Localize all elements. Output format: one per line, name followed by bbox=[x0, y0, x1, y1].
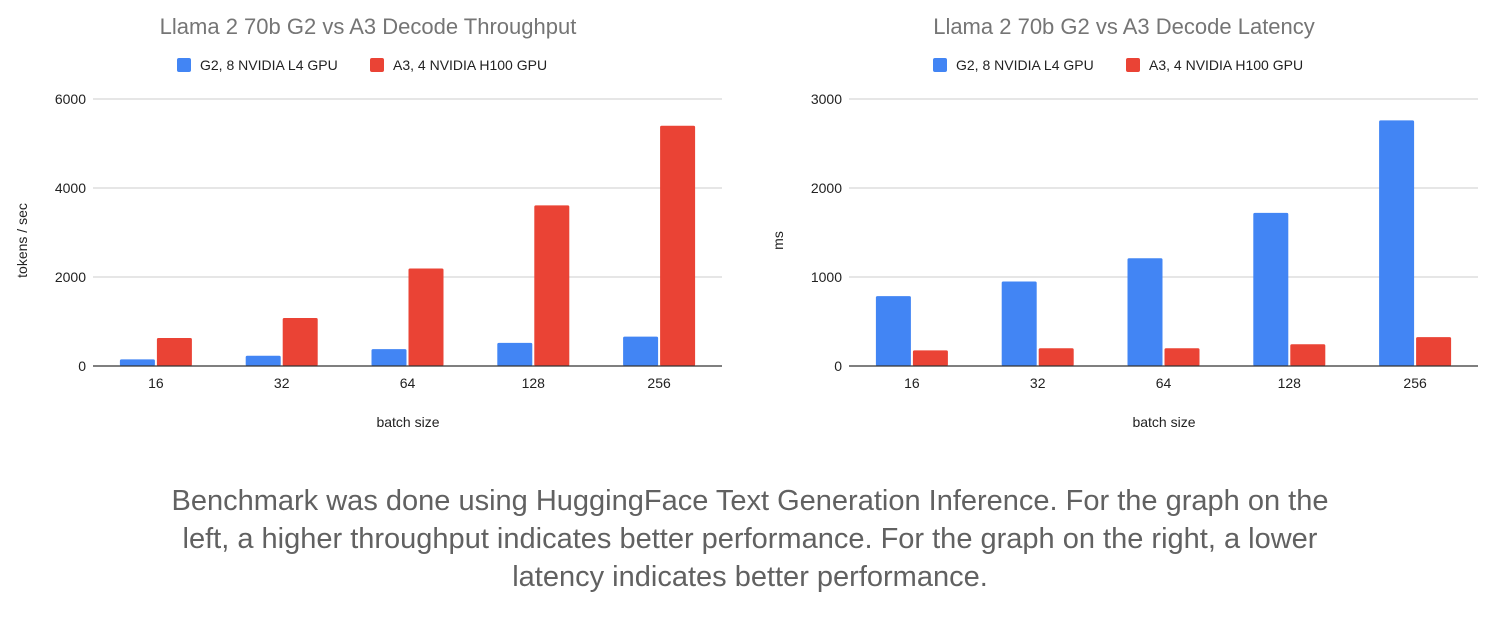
latency-bar-g2-256 bbox=[1379, 120, 1415, 366]
latency-bar-a3-16 bbox=[912, 350, 948, 366]
latency-legend-label-0: G2, 8 NVIDIA L4 GPU bbox=[956, 57, 1094, 73]
latency-bar-g2-16 bbox=[875, 296, 911, 366]
latency-bar-g2-128 bbox=[1253, 212, 1289, 366]
throughput-bar-g2-256 bbox=[623, 336, 659, 366]
throughput-y-tick-label-2: 4000 bbox=[55, 180, 86, 196]
latency-x-tick-label-128: 128 bbox=[1278, 375, 1302, 391]
throughput-chart: Llama 2 70b G2 vs A3 Decode Throughput G2… bbox=[0, 0, 740, 450]
latency-bar-a3-256 bbox=[1416, 337, 1452, 366]
latency-x-tick-label-16: 16 bbox=[904, 375, 920, 391]
latency-bar-g2-64 bbox=[1127, 258, 1163, 366]
latency-y-tick-label-0: 0 bbox=[834, 358, 842, 374]
latency-bar-a3-32 bbox=[1038, 348, 1074, 366]
throughput-chart-title: Llama 2 70b G2 vs A3 Decode Throughput bbox=[160, 14, 577, 39]
throughput-x-tick-label-16: 16 bbox=[148, 375, 164, 391]
latency-chart-title: Llama 2 70b G2 vs A3 Decode Latency bbox=[933, 14, 1315, 39]
latency-bar-a3-64 bbox=[1164, 348, 1200, 366]
throughput-bar-g2-16 bbox=[119, 359, 155, 366]
throughput-legend-label-0: G2, 8 NVIDIA L4 GPU bbox=[200, 57, 338, 73]
latency-y-tick-label-1: 1000 bbox=[811, 269, 842, 285]
footnote-container: Benchmark was done using HuggingFace Tex… bbox=[0, 482, 1500, 596]
throughput-bar-a3-128 bbox=[534, 205, 570, 366]
throughput-y-tick-label-1: 2000 bbox=[55, 269, 86, 285]
latency-legend-swatch-1 bbox=[1126, 58, 1140, 72]
throughput-bar-g2-32 bbox=[245, 355, 281, 366]
latency-y-tick-label-3: 3000 bbox=[811, 91, 842, 107]
throughput-chart-svg: Llama 2 70b G2 vs A3 Decode Throughput G2… bbox=[14, 14, 722, 430]
latency-x-tick-label-32: 32 bbox=[1030, 375, 1046, 391]
throughput-bar-a3-256 bbox=[660, 125, 696, 366]
throughput-y-tick-label-0: 0 bbox=[78, 358, 86, 374]
throughput-bar-a3-16 bbox=[156, 337, 192, 366]
throughput-x-axis-title: batch size bbox=[376, 414, 439, 430]
throughput-legend-swatch-1 bbox=[370, 58, 384, 72]
latency-x-axis-title: batch size bbox=[1132, 414, 1195, 430]
throughput-bar-a3-64 bbox=[408, 268, 444, 366]
latency-x-tick-label-64: 64 bbox=[1156, 375, 1172, 391]
footnote-text: Benchmark was done using HuggingFace Tex… bbox=[171, 485, 1329, 593]
throughput-x-tick-label-64: 64 bbox=[400, 375, 416, 391]
throughput-bar-a3-32 bbox=[282, 317, 318, 366]
latency-bar-g2-32 bbox=[1001, 281, 1037, 366]
throughput-bar-g2-128 bbox=[497, 342, 533, 366]
throughput-y-axis-title: tokens / sec bbox=[14, 203, 30, 278]
throughput-x-tick-label-32: 32 bbox=[274, 375, 290, 391]
latency-bar-a3-128 bbox=[1290, 344, 1326, 366]
throughput-x-tick-label-128: 128 bbox=[522, 375, 546, 391]
throughput-y-tick-label-3: 6000 bbox=[55, 91, 86, 107]
throughput-legend-swatch-0 bbox=[177, 58, 191, 72]
throughput-x-tick-label-256: 256 bbox=[647, 375, 671, 391]
latency-x-tick-label-256: 256 bbox=[1403, 375, 1427, 391]
latency-y-tick-label-2: 2000 bbox=[811, 180, 842, 196]
latency-y-axis-title: ms bbox=[770, 231, 786, 250]
throughput-bar-g2-64 bbox=[371, 349, 407, 366]
latency-chart-svg: Llama 2 70b G2 vs A3 Decode Latency G2, 8… bbox=[770, 14, 1478, 430]
latency-chart: Llama 2 70b G2 vs A3 Decode Latency G2, 8… bbox=[756, 0, 1496, 450]
latency-legend-label-1: A3, 4 NVIDIA H100 GPU bbox=[1149, 57, 1303, 73]
latency-legend-swatch-0 bbox=[933, 58, 947, 72]
throughput-legend-label-1: A3, 4 NVIDIA H100 GPU bbox=[393, 57, 547, 73]
